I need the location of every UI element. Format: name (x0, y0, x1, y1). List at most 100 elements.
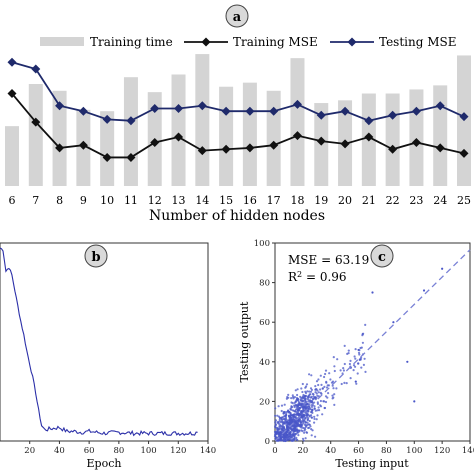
c-scatter-point (314, 385, 317, 388)
c-r2-annotation: R2 = 0.96 (288, 270, 347, 285)
legend-marker-testing-mse (347, 37, 357, 47)
marker-training-mse (411, 137, 421, 147)
c-scatter-point (278, 418, 281, 422)
c-scatter-point (319, 391, 322, 394)
c-scatter-point (310, 388, 313, 391)
bar-training-time (5, 126, 19, 186)
c-scatter-point (291, 405, 294, 409)
marker-testing-mse (126, 116, 136, 126)
c-scatter-point (329, 378, 332, 381)
legend-swatch-training-time (40, 37, 84, 46)
c-scatter-point (304, 395, 307, 398)
c-scatter-point (358, 358, 361, 361)
c-scatter-point (291, 402, 294, 405)
c-scatter-point (320, 383, 323, 386)
c-scatter-point (310, 434, 313, 437)
c-y-tick-label: 0 (265, 437, 270, 447)
c-scatter-point (325, 381, 328, 384)
c-scatter-point (352, 369, 355, 372)
b-x-tick-label: 80 (113, 446, 124, 456)
c-scatter-point (296, 393, 299, 397)
c-scatter-point (321, 413, 324, 416)
b-x-tick-label: 40 (54, 446, 65, 456)
marker-testing-mse (78, 106, 88, 116)
c-scatter-point (313, 407, 316, 410)
b-x-ticks: 20 40 60 80 100 120 140 (24, 441, 216, 456)
c-scatter-point (299, 421, 303, 425)
marker-testing-mse (245, 106, 255, 116)
c-scatter-point (307, 394, 311, 397)
c-scatter-point (281, 427, 284, 430)
marker-training-mse (31, 117, 41, 127)
marker-training-mse (316, 136, 326, 146)
c-scatter-point (282, 425, 286, 428)
bar-training-time (28, 84, 43, 186)
c-scatter-point (274, 421, 277, 424)
c-scatter-point (274, 423, 277, 426)
c-scatter-point (292, 439, 295, 442)
c-x-tick-label: 60 (353, 446, 364, 456)
c-scatter-point (280, 438, 283, 441)
c-scatter-point (310, 405, 314, 408)
c-scatter-point (304, 421, 307, 424)
c-scatter-point (316, 414, 319, 417)
marker-training-mse (459, 148, 469, 158)
c-scatter-point (309, 387, 313, 390)
c-scatter-point (280, 409, 283, 413)
c-x-tick-label: 100 (406, 446, 422, 456)
a-lines (7, 57, 469, 162)
c-scatter-point (294, 415, 297, 418)
c-scatter-point (310, 374, 313, 377)
c-scatter-point (288, 421, 291, 424)
c-scatter-point (303, 431, 306, 434)
c-scatter-point (307, 398, 310, 401)
c-scatter-point (300, 387, 303, 390)
c-scatter-point (299, 395, 302, 398)
c-y-axis-label: Testing output (238, 301, 251, 382)
c-scatter-point (324, 372, 327, 376)
c-scatter-point (313, 417, 316, 420)
c-scatter-point (289, 435, 292, 438)
c-scatter-point (308, 415, 311, 418)
c-scatter-point (352, 364, 356, 367)
c-y-tick-label: 60 (259, 318, 270, 328)
c-scatter-point (282, 410, 285, 414)
c-scatter-point (294, 433, 297, 436)
c-scatter-point (306, 405, 309, 408)
c-scatter-point (315, 396, 318, 399)
b-loss-curve (0, 247, 198, 437)
c-scatter-point (280, 416, 283, 419)
c-scatter-point (289, 430, 292, 433)
c-y-tick-label: 40 (259, 358, 270, 368)
c-scatter-point (332, 387, 335, 390)
c-scatter-point (296, 388, 299, 391)
a-x-tick-label: 7 (32, 194, 39, 207)
c-scatter-point (283, 436, 286, 439)
c-scatter-point (317, 391, 320, 394)
c-scatter-point (302, 414, 305, 417)
c-scatter-point (305, 431, 309, 434)
c-scatter-point (307, 409, 310, 412)
c-scatter-point (314, 409, 317, 412)
marker-training-mse (364, 132, 374, 142)
c-scatter-point (353, 355, 356, 358)
marker-training-mse (435, 143, 445, 153)
a-x-tick-label: 21 (362, 194, 376, 207)
a-x-axis-label: Number of hidden nodes (149, 208, 325, 224)
c-scatter-point (301, 419, 304, 422)
c-scatter-point (301, 437, 305, 440)
c-scatter-point (273, 430, 277, 433)
c-scatter-point (308, 390, 311, 393)
a-x-tick-label: 20 (338, 194, 352, 207)
c-x-tick-label: 0 (272, 446, 277, 456)
b-x-tick-label: 20 (24, 446, 35, 456)
marker-training-mse (388, 144, 398, 154)
bar-training-time (100, 111, 115, 186)
c-scatter-point (363, 357, 366, 360)
c-scatter-point (280, 404, 284, 407)
c-scatter-point (304, 391, 308, 395)
c-scatter-point (315, 418, 318, 421)
a-x-ticks: 6 7 8 9 10 11 12 13 14 15 16 17 18 19 20 21 22 23 24 25 (9, 194, 472, 207)
c-scatter-point (284, 431, 288, 435)
c-y-tick-label: 80 (259, 279, 270, 289)
